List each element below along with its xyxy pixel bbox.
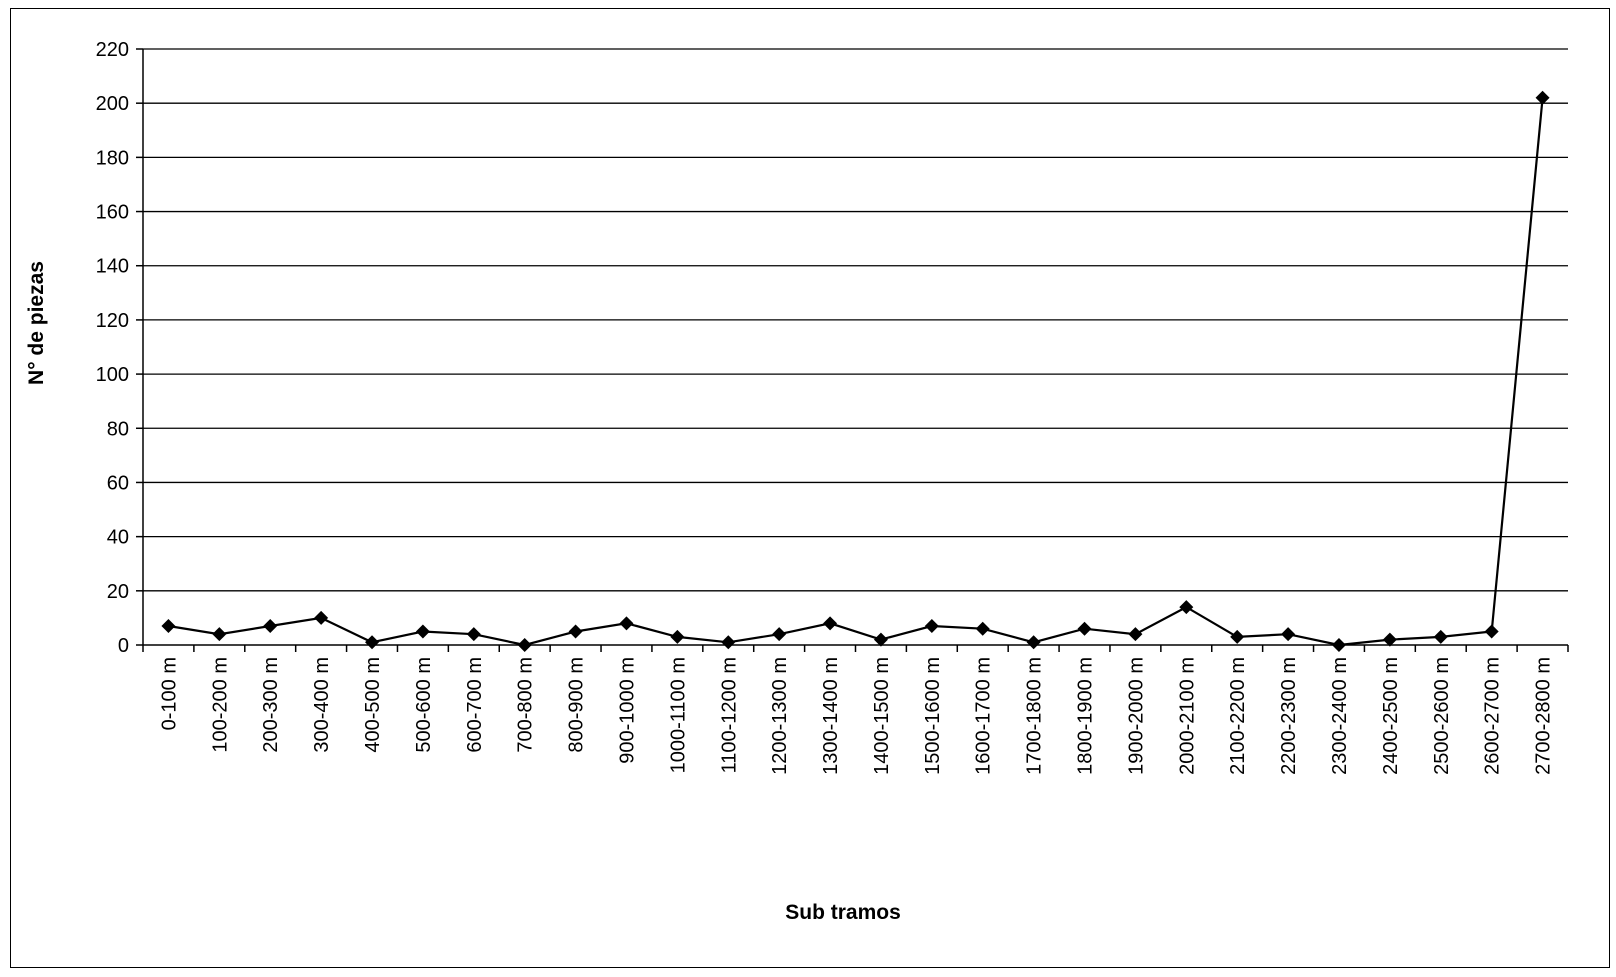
data-point <box>1026 635 1041 650</box>
data-point <box>1128 627 1143 642</box>
data-point <box>670 629 685 644</box>
x-tick-label: 1300-1400 m <box>820 657 842 775</box>
y-tick-label: 20 <box>107 581 129 603</box>
x-tick-label: 100-200 m <box>209 657 231 753</box>
y-tick-label: 60 <box>107 472 129 494</box>
data-point <box>1484 624 1499 639</box>
x-tick-label: 2200-2300 m <box>1278 657 1300 775</box>
x-tick-label: 1600-1700 m <box>973 657 995 775</box>
data-point <box>212 627 227 642</box>
x-tick-label: 500-600 m <box>413 657 435 753</box>
x-tick-label: 2500-2600 m <box>1431 657 1453 775</box>
y-tick-label: 180 <box>96 147 129 169</box>
y-axis-ticks: 0 20 40 60 80 100 120 140 160 180 200 220 <box>96 39 143 657</box>
data-point <box>466 627 481 642</box>
x-tick-label: 1000-1100 m <box>667 657 689 773</box>
data-point <box>721 635 736 650</box>
data-point <box>1077 621 1092 636</box>
x-tick-label: 900-1000 m <box>616 657 638 764</box>
data-point <box>772 627 787 642</box>
data-point <box>517 638 532 652</box>
data-point <box>1179 600 1194 615</box>
y-tick-label: 160 <box>96 202 129 224</box>
x-axis-title: Sub tramos <box>785 901 901 924</box>
x-tick-label: 1200-1300 m <box>769 657 791 775</box>
data-point <box>1331 638 1346 652</box>
y-tick-label: 0 <box>118 635 129 657</box>
y-tick-label: 80 <box>107 418 129 440</box>
y-tick-label: 220 <box>96 39 129 61</box>
data-point <box>161 619 176 634</box>
x-axis-ticks: 0-100 m 100-200 m 200-300 m 300-400 m 400-50… <box>142 645 1569 775</box>
y-axis-title: N° de piezas <box>25 261 48 385</box>
data-point <box>1382 632 1397 647</box>
y-tick-label: 200 <box>96 93 129 115</box>
x-tick-label: 2100-2200 m <box>1227 657 1249 775</box>
y-tick-label: 40 <box>107 527 129 549</box>
x-tick-label: 200-300 m <box>260 657 282 753</box>
data-point <box>263 619 278 634</box>
x-tick-label: 2300-2400 m <box>1329 657 1351 775</box>
data-point <box>568 624 583 639</box>
gridlines <box>143 48 1568 592</box>
data-point <box>1535 90 1550 105</box>
x-tick-label: 400-500 m <box>362 657 384 753</box>
x-tick-label: 1800-1900 m <box>1075 657 1097 775</box>
x-tick-label: 600-700 m <box>464 657 486 753</box>
y-tick-label: 140 <box>96 256 129 278</box>
data-point <box>619 616 634 631</box>
data-point <box>1230 629 1245 644</box>
data-point <box>365 635 380 650</box>
chart-frame <box>10 8 1610 968</box>
data-point <box>975 621 990 636</box>
x-tick-label: 1400-1500 m <box>871 657 893 775</box>
y-tick-label: 120 <box>96 310 129 332</box>
x-tick-label: 1900-2000 m <box>1125 657 1147 775</box>
x-tick-label: 1500-1600 m <box>922 657 944 775</box>
x-tick-label: 800-900 m <box>566 657 588 753</box>
data-point <box>1281 627 1296 642</box>
x-tick-label: 2600-2700 m <box>1482 657 1504 775</box>
x-tick-label: 0-100 m <box>158 657 180 730</box>
data-point <box>873 632 888 647</box>
x-tick-label: 2000-2100 m <box>1176 657 1198 775</box>
x-tick-label: 300-400 m <box>311 657 333 753</box>
data-markers <box>161 90 1550 652</box>
data-point <box>415 624 430 639</box>
x-tick-label: 1100-1200 m <box>718 657 740 773</box>
data-point <box>924 619 939 634</box>
x-tick-label: 2400-2500 m <box>1380 657 1402 775</box>
series-line <box>168 97 1544 647</box>
x-tick-label: 700-800 m <box>515 657 537 753</box>
data-point <box>1433 629 1448 644</box>
data-point <box>314 610 329 625</box>
y-tick-label: 100 <box>96 364 129 386</box>
data-point <box>823 616 838 631</box>
x-tick-label: 2700-2800 m <box>1533 657 1555 775</box>
x-tick-label: 1700-1800 m <box>1024 657 1046 775</box>
